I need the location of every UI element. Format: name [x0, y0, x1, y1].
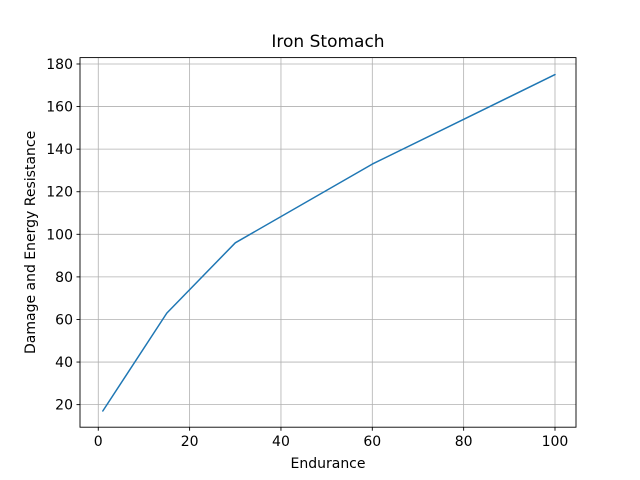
- y-tick-label: 100: [46, 227, 73, 243]
- x-tick-label: 80: [455, 434, 473, 450]
- y-tick-label: 40: [55, 355, 73, 371]
- x-axis-label: Endurance: [291, 456, 366, 472]
- y-tick-label: 140: [46, 142, 73, 158]
- axis-ticks: 0 20 40 60 80 100 20 40 60 80 100 120 140 160 180: [46, 57, 568, 450]
- y-tick-label: 120: [46, 185, 73, 201]
- chart-title: Iron Stomach: [271, 32, 384, 52]
- y-tick-label: 80: [55, 270, 73, 286]
- x-tick-label: 0: [94, 434, 103, 450]
- y-tick-label: 180: [46, 57, 73, 73]
- x-tick-label: 60: [363, 434, 381, 450]
- y-axis-label: Damage and Energy Resistance: [23, 131, 39, 354]
- data-line: [102, 73, 556, 412]
- y-tick-label: 60: [55, 312, 73, 328]
- plot-border: [79, 57, 577, 428]
- data-series: [102, 73, 556, 412]
- y-tick-label: 20: [55, 398, 73, 414]
- x-tick-label: 20: [181, 434, 199, 450]
- grid-lines: [80, 57, 576, 428]
- y-tick-label: 160: [46, 100, 73, 116]
- x-tick-label: 100: [542, 434, 569, 450]
- x-tick-label: 40: [272, 434, 290, 450]
